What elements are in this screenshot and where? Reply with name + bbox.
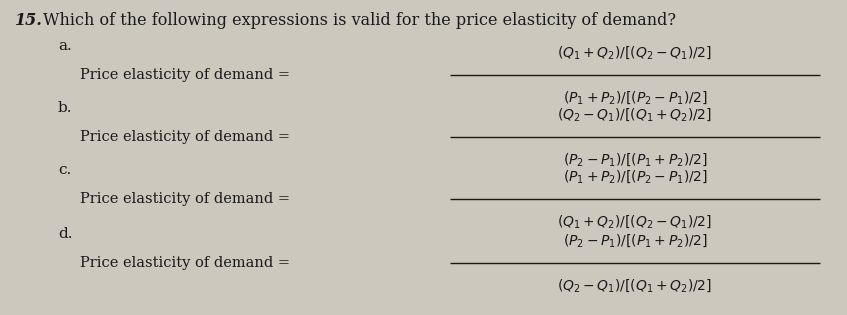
Text: Which of the following expressions is valid for the price elasticity of demand?: Which of the following expressions is va… xyxy=(43,12,676,29)
Text: $(Q_2-Q_1)/[(Q_1+Q_2)/2]$: $(Q_2-Q_1)/[(Q_1+Q_2)/2]$ xyxy=(557,277,712,294)
Text: Price elasticity of demand =: Price elasticity of demand = xyxy=(80,130,290,144)
Text: $(P_2-P_1)/[(P_1+P_2)/2]$: $(P_2-P_1)/[(P_1+P_2)/2]$ xyxy=(562,232,707,249)
Text: $(P_1+P_2)/[(P_2-P_1)/2]$: $(P_1+P_2)/[(P_2-P_1)/2]$ xyxy=(562,89,707,106)
Text: a.: a. xyxy=(58,39,72,53)
Text: Price elasticity of demand =: Price elasticity of demand = xyxy=(80,192,290,206)
Text: Price elasticity of demand =: Price elasticity of demand = xyxy=(80,68,290,82)
Text: $(Q_2-Q_1)/[(Q_1+Q_2)/2]$: $(Q_2-Q_1)/[(Q_1+Q_2)/2]$ xyxy=(557,106,712,123)
Text: $(Q_1+Q_2)/[(Q_2-Q_1)/2]$: $(Q_1+Q_2)/[(Q_2-Q_1)/2]$ xyxy=(557,213,712,230)
Text: b.: b. xyxy=(58,101,73,115)
Text: c.: c. xyxy=(58,163,71,177)
Text: $(Q_1+Q_2)/[(Q_2-Q_1)/2]$: $(Q_1+Q_2)/[(Q_2-Q_1)/2]$ xyxy=(557,44,712,61)
Text: $(P_2-P_1)/[(P_1+P_2)/2]$: $(P_2-P_1)/[(P_1+P_2)/2]$ xyxy=(562,151,707,168)
Text: $(P_1+P_2)/[(P_2-P_1)/2]$: $(P_1+P_2)/[(P_2-P_1)/2]$ xyxy=(562,168,707,185)
Text: Price elasticity of demand =: Price elasticity of demand = xyxy=(80,256,290,270)
Text: 15.: 15. xyxy=(15,12,43,29)
Text: d.: d. xyxy=(58,227,73,241)
